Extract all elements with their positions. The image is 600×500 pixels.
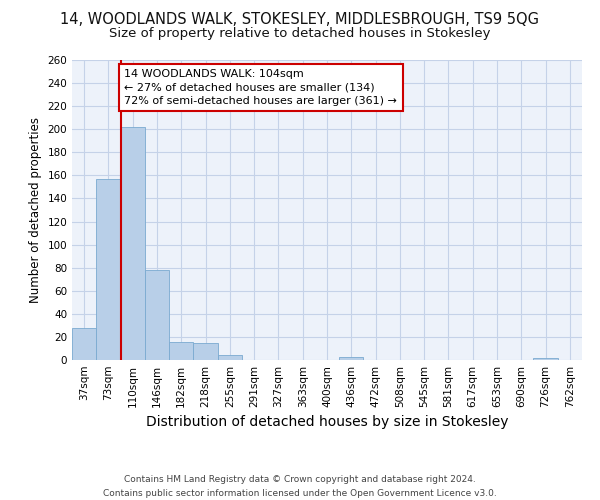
Bar [169, 342, 193, 360]
Bar [193, 342, 218, 360]
Text: 14, WOODLANDS WALK, STOKESLEY, MIDDLESBROUGH, TS9 5QG: 14, WOODLANDS WALK, STOKESLEY, MIDDLESBR… [61, 12, 539, 28]
Bar [96, 179, 121, 360]
Text: Contains HM Land Registry data © Crown copyright and database right 2024.
Contai: Contains HM Land Registry data © Crown c… [103, 476, 497, 498]
Bar [339, 356, 364, 360]
Text: 14 WOODLANDS WALK: 104sqm
← 27% of detached houses are smaller (134)
72% of semi: 14 WOODLANDS WALK: 104sqm ← 27% of detac… [124, 69, 397, 106]
Bar [145, 270, 169, 360]
Bar [72, 328, 96, 360]
Y-axis label: Number of detached properties: Number of detached properties [29, 117, 42, 303]
X-axis label: Distribution of detached houses by size in Stokesley: Distribution of detached houses by size … [146, 416, 508, 430]
Bar [533, 358, 558, 360]
Bar [121, 127, 145, 360]
Bar [218, 356, 242, 360]
Text: Size of property relative to detached houses in Stokesley: Size of property relative to detached ho… [109, 28, 491, 40]
